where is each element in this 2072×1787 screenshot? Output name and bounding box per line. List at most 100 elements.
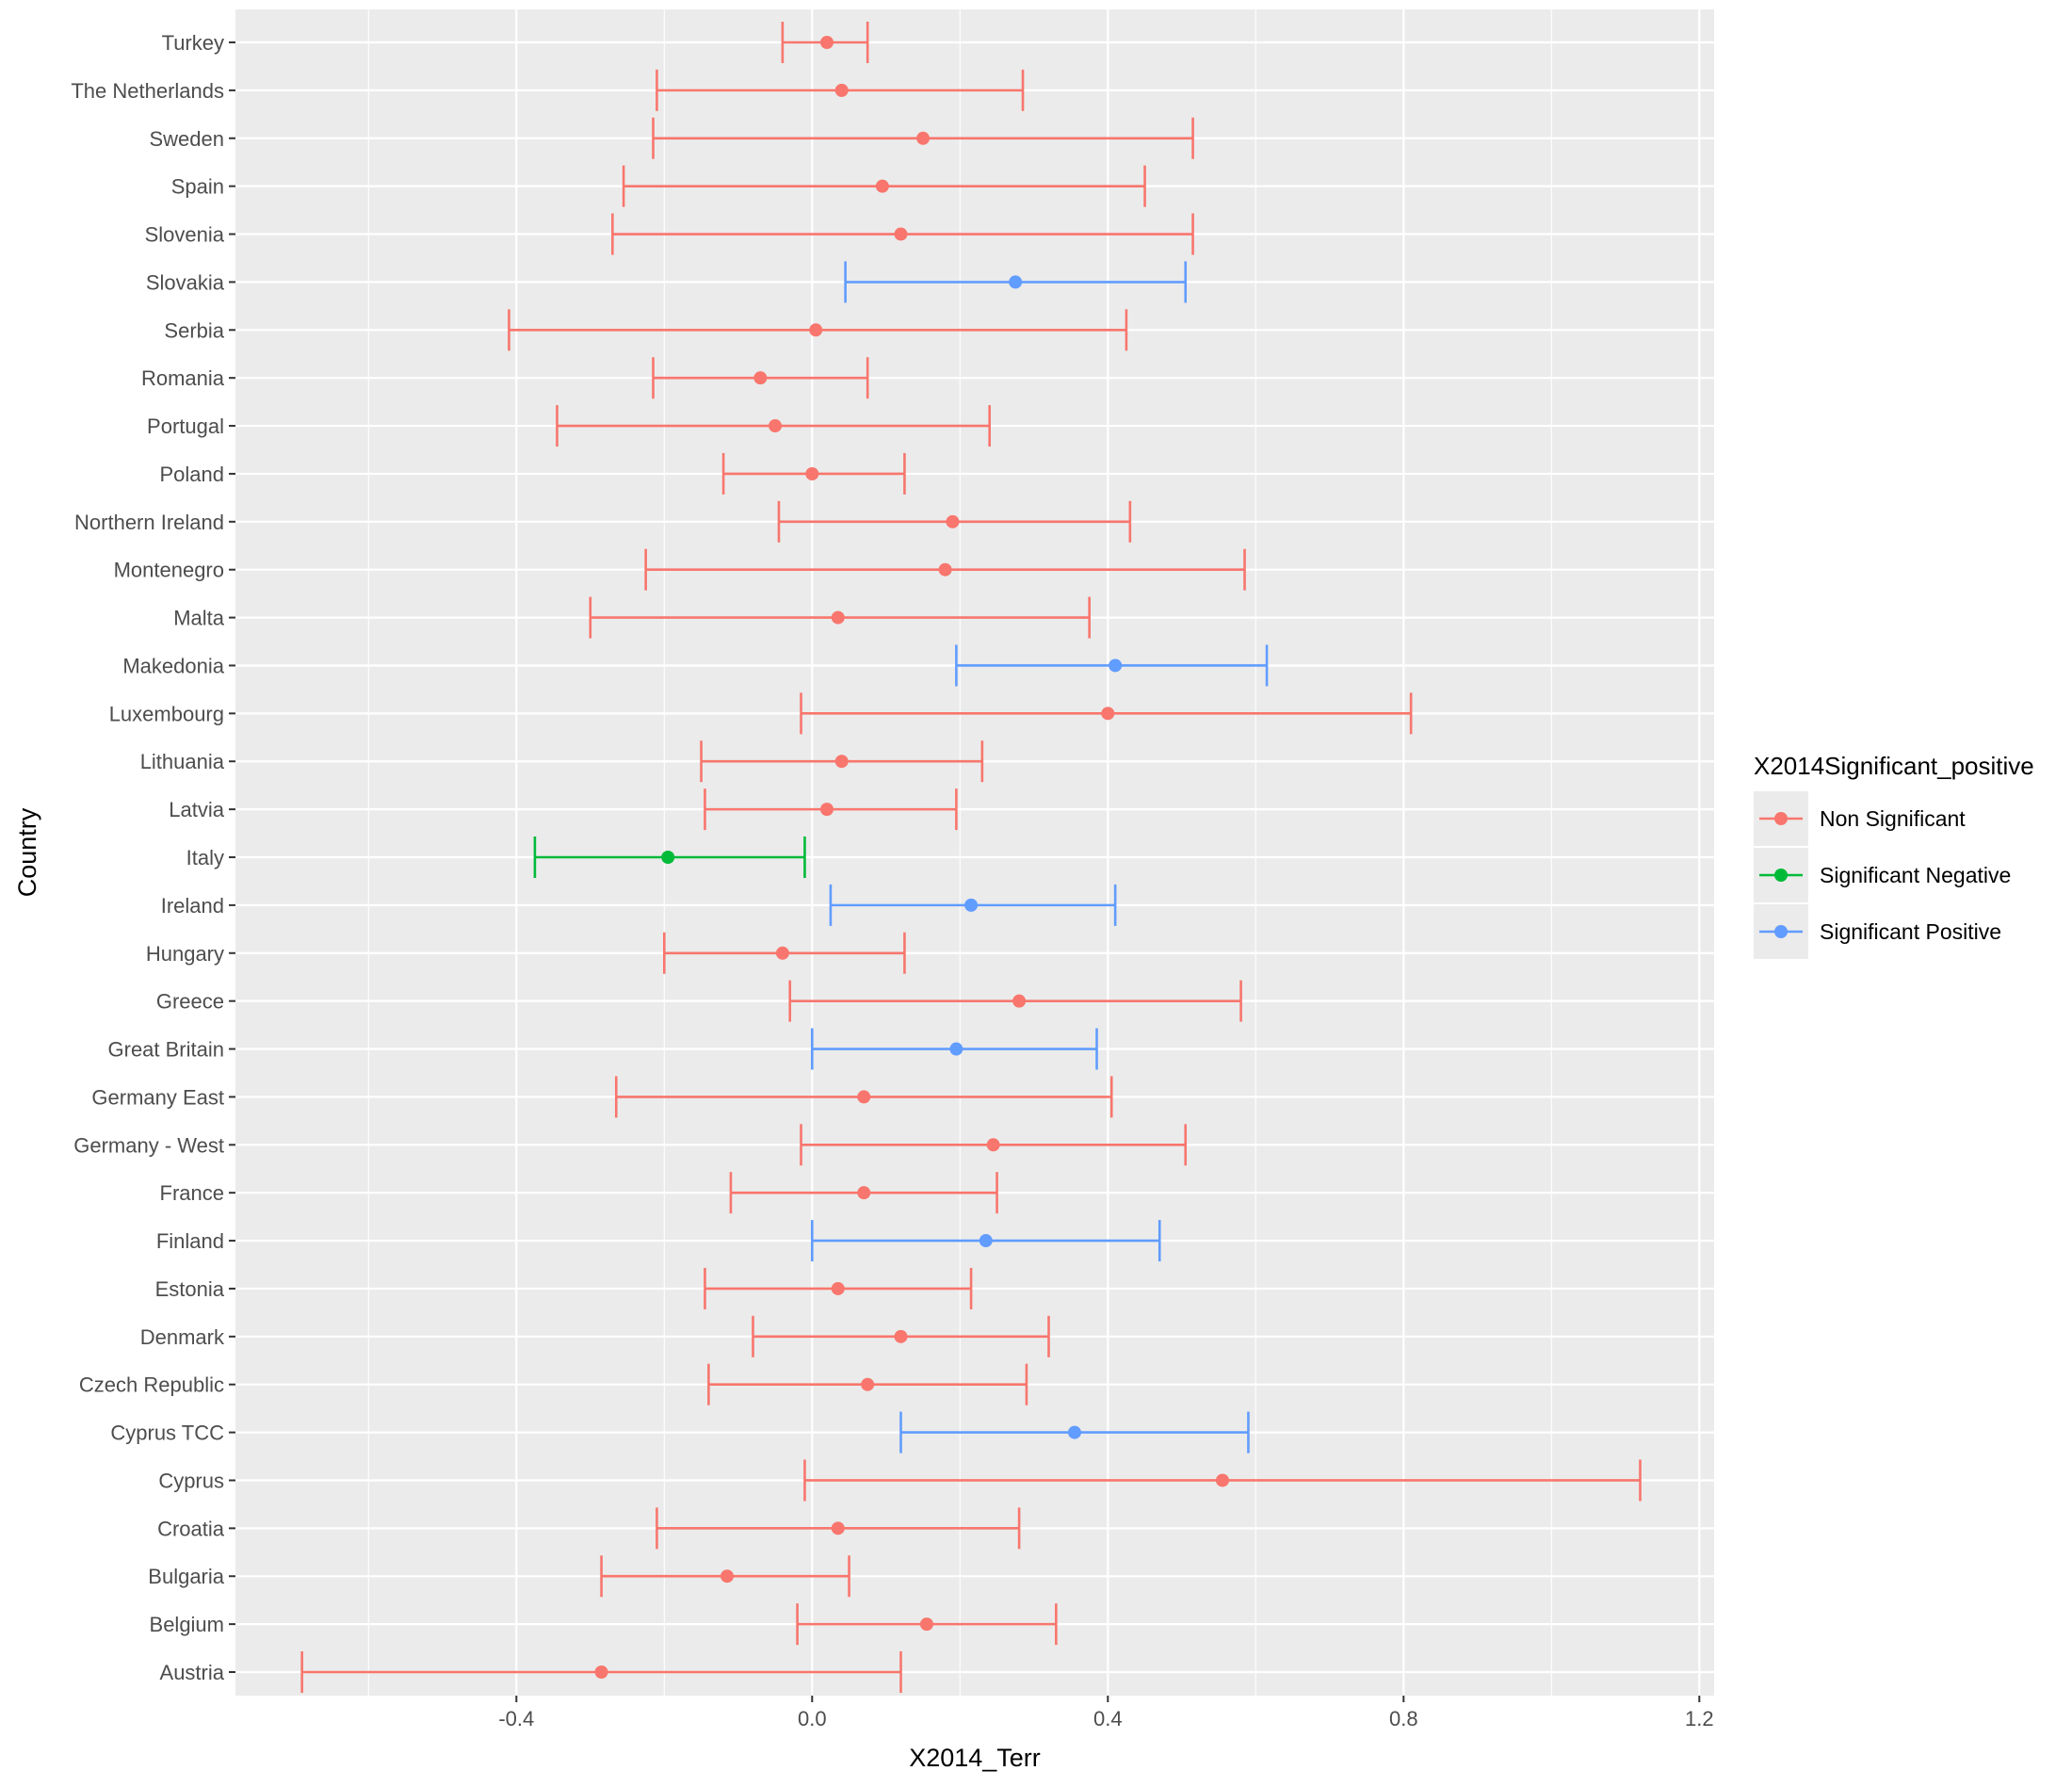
y-tick-label: Montenegro: [114, 559, 224, 582]
estimate-point: [894, 227, 908, 241]
legend-key-point: [1774, 812, 1788, 825]
estimate-point: [775, 946, 789, 960]
y-tick-label: Slovakia: [146, 270, 225, 294]
error-bar: [800, 692, 1413, 735]
estimate-point: [831, 610, 845, 625]
legend-label: Non Significant: [1820, 806, 1966, 831]
error-bar-series: [300, 22, 1642, 1693]
estimate-point: [834, 83, 849, 97]
error-bar: [844, 261, 1188, 303]
y-tick-label: Turkey: [162, 31, 224, 55]
legend-title: X2014Significant_positive: [1754, 752, 2034, 780]
error-bar: [803, 1459, 1642, 1502]
y-tick-label: Spain: [171, 175, 224, 199]
error-bar: [955, 644, 1269, 687]
error-bar: [589, 596, 1091, 639]
estimate-point: [894, 1329, 908, 1343]
estimate-point: [857, 1090, 871, 1104]
error-bar: [752, 1315, 1050, 1357]
error-bar: [622, 165, 1146, 207]
error-bar: [777, 500, 1132, 543]
y-tick-label: Serbia: [164, 318, 224, 342]
x-tick-label: 0.0: [798, 1707, 827, 1730]
legend-entry: Significant Positive: [1754, 904, 2001, 959]
y-tick-label: Estonia: [155, 1277, 225, 1301]
y-tick-label: Ireland: [161, 894, 224, 918]
error-bar: [810, 1220, 1161, 1262]
y-tick-label: Denmark: [140, 1325, 225, 1349]
y-tick-label: Belgium: [150, 1613, 224, 1636]
estimate-point: [986, 1138, 1000, 1152]
x-tick-label: -0.4: [498, 1707, 534, 1730]
y-tick-label: Croatia: [157, 1517, 225, 1540]
estimate-point: [834, 755, 849, 769]
legend-entry: Significant Negative: [1754, 848, 2011, 902]
estimate-point: [831, 1521, 845, 1535]
error-bar: [810, 1028, 1098, 1070]
estimate-point: [857, 1186, 871, 1200]
error-bar: [700, 740, 984, 783]
y-tick-label: Romania: [141, 366, 225, 390]
error-bar: [300, 1651, 902, 1693]
error-bar: [644, 548, 1246, 591]
error-bar: [600, 1555, 850, 1598]
error-bar: [829, 884, 1117, 926]
error-bar: [721, 452, 906, 495]
estimate-point: [875, 179, 889, 193]
y-tick-label: Northern Ireland: [74, 511, 224, 534]
y-tick-label: Greece: [156, 990, 224, 1014]
legend-label: Significant Positive: [1820, 919, 2001, 944]
y-tick-label: Makedonia: [122, 654, 224, 677]
estimate-point: [1067, 1425, 1081, 1439]
error-bar: [800, 1124, 1188, 1166]
legend-key-point: [1774, 869, 1788, 882]
error-bar: [707, 1363, 1028, 1405]
error-bar: [614, 1076, 1113, 1118]
estimate-point: [753, 371, 768, 385]
estimate-point: [946, 514, 960, 528]
estimate-point: [661, 851, 675, 864]
estimate-point: [964, 898, 979, 912]
legend: X2014Significant_positive Non Significan…: [1754, 752, 2034, 959]
y-tick-label: Finland: [156, 1229, 224, 1253]
error-bar: [704, 788, 958, 831]
y-axis-title: Country: [13, 807, 41, 897]
error-bar: [899, 1411, 1250, 1454]
error-bar: [796, 1603, 1058, 1646]
estimate-point: [720, 1569, 735, 1584]
estimate-point: [831, 1281, 845, 1295]
estimate-point: [1009, 275, 1023, 289]
error-bar: [704, 1267, 973, 1309]
error-bar: [656, 1507, 1021, 1550]
estimate-point: [949, 1042, 963, 1056]
y-tick-label: Slovenia: [145, 223, 225, 247]
error-bar: [652, 357, 869, 399]
error-bar: [781, 22, 869, 63]
estimate-point: [769, 419, 783, 433]
y-tick-label: Italy: [186, 846, 224, 869]
y-tick-label: Portugal: [147, 414, 224, 438]
plot-panel: [235, 9, 1714, 1696]
estimate-point: [938, 562, 952, 577]
y-tick-label: Sweden: [149, 127, 224, 151]
legend-entry: Non Significant: [1754, 791, 1966, 846]
y-tick-label: Austria: [160, 1661, 225, 1684]
y-tick-label: Germany East: [91, 1085, 224, 1109]
estimate-point: [861, 1377, 875, 1391]
y-tick-label: Czech Republic: [79, 1373, 224, 1397]
estimate-point: [805, 466, 819, 480]
y-axis: Turkey The Netherlands Sweden Spain Slovenia…: [71, 31, 235, 1684]
estimate-point: [820, 36, 834, 49]
y-tick-label: Lithuania: [140, 750, 225, 773]
estimate-point: [916, 131, 931, 145]
error-bar: [533, 837, 806, 878]
estimate-point: [809, 323, 823, 337]
y-tick-label: Germany - West: [73, 1133, 224, 1157]
x-axis: -0.4 0.0 0.4 0.8 1.2: [498, 1696, 1714, 1730]
legend-key-point: [1774, 925, 1788, 938]
y-tick-label: Bulgaria: [148, 1565, 224, 1588]
y-tick-label: France: [160, 1181, 224, 1205]
y-tick-label: Cyprus TCC: [110, 1421, 224, 1445]
estimate-point: [1012, 994, 1027, 1008]
